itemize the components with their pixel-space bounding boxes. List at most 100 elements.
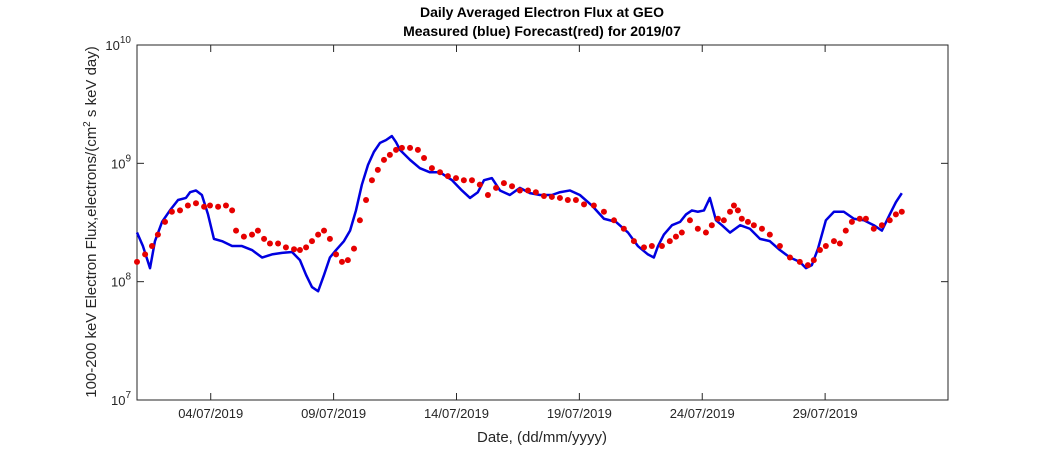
forecast-dot (886, 217, 893, 224)
x-tick-label: 14/07/2019 (424, 406, 489, 421)
forecast-dot (148, 243, 155, 250)
forecast-dot (766, 231, 773, 238)
forecast-dot (708, 222, 715, 229)
forecast-dot (380, 156, 387, 163)
forecast-dot (421, 154, 428, 161)
forecast-dot (291, 246, 298, 253)
forecast-dot (532, 189, 539, 196)
forecast-dot (338, 258, 345, 265)
forecast-dot (702, 229, 709, 236)
forecast-dot (666, 238, 673, 245)
forecast-dot (333, 251, 340, 258)
y-tick-label: 1010 (105, 35, 131, 53)
forecast-dot (460, 177, 467, 184)
forecast-dot (351, 245, 358, 252)
y-tick-exponent: 8 (125, 272, 131, 283)
forecast-dot (282, 244, 289, 251)
forecast-dot (786, 254, 793, 261)
forecast-dot (848, 218, 855, 225)
forecast-dot (730, 202, 737, 209)
forecast-dot (572, 196, 579, 203)
forecast-dot (714, 215, 721, 222)
forecast-dot (368, 177, 375, 184)
y-tick-base: 10 (105, 38, 119, 53)
forecast-dot (493, 184, 500, 191)
measured-line (135, 134, 903, 293)
forecast-dot (758, 225, 765, 232)
forecast-dot (810, 257, 817, 264)
forecast-dot (321, 227, 328, 234)
forecast-dot (374, 166, 381, 173)
forecast-dot (870, 225, 877, 232)
forecast-dot (414, 146, 421, 153)
plot-frame (136, 44, 949, 401)
x-tick-label: 24/07/2019 (670, 406, 735, 421)
forecast-dot (611, 217, 618, 224)
forecast-dot (201, 203, 208, 210)
forecast-dot (548, 193, 555, 200)
forecast-dot (842, 227, 849, 234)
forecast-dot (556, 194, 563, 201)
forecast-dot (303, 244, 310, 251)
y-tick-exponent: 7 (125, 390, 131, 401)
forecast-dot (356, 217, 363, 224)
forecast-dot (177, 207, 184, 214)
forecast-dot (393, 146, 400, 153)
forecast-dot (134, 258, 140, 265)
forecast-dot (686, 217, 693, 224)
forecast-dot (468, 177, 475, 184)
x-tick-label: 09/07/2019 (301, 406, 366, 421)
forecast-dot (620, 225, 627, 232)
forecast-dot (142, 251, 149, 258)
forecast-dot (168, 208, 175, 215)
forecast-dot (678, 229, 685, 236)
forecast-dot (564, 196, 571, 203)
forecast-dot (734, 207, 741, 214)
forecast-dot (206, 202, 213, 209)
y-tick-label: 109 (111, 153, 131, 171)
forecast-dot (398, 144, 405, 151)
forecast-dot (796, 258, 803, 265)
chart-title: Daily Averaged Electron Flux at GEO (420, 4, 664, 20)
forecast-dot (744, 218, 751, 225)
forecast-dot (254, 227, 261, 234)
forecast-dot (407, 144, 414, 151)
forecast-dot (240, 233, 247, 240)
forecast-dot (658, 243, 665, 250)
chart-subtitle: Measured (blue) Forecast(red) for 2019/0… (403, 23, 681, 39)
forecast-dot (509, 183, 516, 190)
y-tick-base: 10 (111, 156, 125, 171)
forecast-dot (308, 238, 315, 245)
y-tick-label: 108 (111, 272, 131, 290)
y-axis-label-sup: 2 (82, 121, 93, 127)
forecast-dot (804, 262, 811, 269)
y-tick-label: 107 (111, 390, 131, 408)
forecast-dot (648, 243, 655, 250)
forecast-dot (525, 187, 532, 194)
forecast-dot (640, 244, 647, 251)
y-axis-label: 100-200 keV Electron Flux,electrons/(cm2… (82, 46, 100, 398)
forecast-dot (581, 201, 588, 208)
forecast-dot (229, 207, 236, 214)
forecast-dot (672, 233, 679, 240)
y-tick-exponent: 9 (125, 153, 131, 164)
forecast-dot (386, 151, 393, 158)
forecast-dot (856, 215, 863, 222)
y-tick-exponent: 10 (120, 35, 132, 46)
forecast-dot (836, 240, 843, 247)
y-tick-base: 10 (111, 393, 125, 408)
forecast-dot (484, 192, 491, 199)
forecast-dot (540, 192, 547, 199)
forecast-dot (516, 187, 523, 194)
forecast-dot (452, 175, 459, 182)
forecast-dot (630, 238, 637, 245)
forecast-dot (694, 225, 701, 232)
forecast-dot (727, 208, 734, 215)
forecast-dot (590, 202, 597, 209)
forecast-dot (261, 235, 268, 242)
forecast-dot (878, 222, 885, 229)
y-tick-base: 10 (111, 275, 125, 290)
forecast-dot (816, 247, 823, 254)
x-axis-label: Date, (dd/mm/yyyy) (477, 429, 607, 446)
